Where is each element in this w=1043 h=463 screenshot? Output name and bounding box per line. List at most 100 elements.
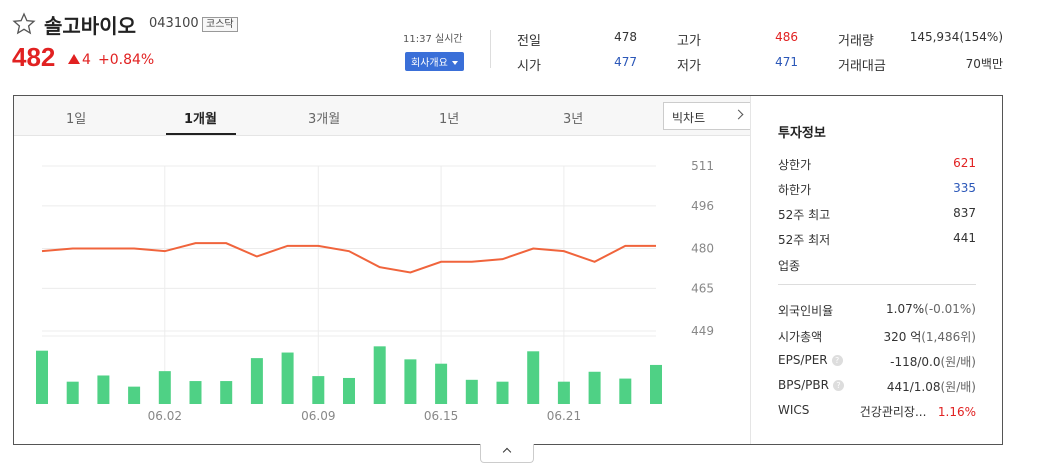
info-label: 52주 최고 <box>778 208 831 222</box>
up-arrow-icon <box>68 54 80 64</box>
bps-pbr-value: 441/1.08 <box>886 380 941 394</box>
chart-panel: 1일 1개월 3개월 1년 3년 빅차트 449 465 480 496 511 06.0… <box>13 95 1003 445</box>
volume-bar <box>465 379 478 404</box>
bps-pbr-row: BPS/PBR? 441/1.08(원/배) <box>778 378 976 394</box>
eps-per-label: EPS/PER <box>778 353 828 367</box>
volume-bar <box>619 378 632 404</box>
info-label: 52주 최저 <box>778 233 831 247</box>
realtime-label: 11:37 실시간 <box>403 34 463 45</box>
volume-bar <box>496 381 509 404</box>
volume-bar <box>312 376 325 404</box>
info-row: 상한가 621 <box>778 156 976 172</box>
volume-bar <box>281 352 294 404</box>
open-value: 477 <box>614 55 637 69</box>
volume-bar <box>66 381 79 404</box>
market-cap-value: 320 <box>883 330 907 344</box>
panel-divider <box>750 96 751 444</box>
bps-pbr-label: BPS/PBR <box>778 378 829 392</box>
tab-1month[interactable]: 1개월 <box>184 112 217 127</box>
caret-down-icon <box>451 61 458 65</box>
foreign-ratio-row: 외국인비율 1.07%(-0.01%) <box>778 302 976 318</box>
y-tick-label: 480 <box>691 242 714 256</box>
info-row: 52주 최고 837 <box>778 206 976 222</box>
volume-bar <box>650 364 662 404</box>
volume-bar <box>527 351 540 404</box>
high-label: 고가 <box>677 34 701 49</box>
info-value: 441 <box>953 231 976 245</box>
bigchart-button[interactable]: 빅차트 <box>663 102 751 130</box>
foreign-ratio-change: (-0.01%) <box>924 302 976 316</box>
stock-code: 043100 <box>149 16 199 31</box>
header-divider <box>490 30 491 68</box>
active-tab-indicator <box>166 133 236 135</box>
help-icon[interactable]: ? <box>832 380 844 391</box>
wics-value[interactable]: 건강관리장... <box>859 405 927 419</box>
price-line <box>41 242 656 274</box>
volume-bar <box>588 371 601 404</box>
low-label: 저가 <box>677 59 701 74</box>
volume-bar <box>435 363 448 404</box>
tab-3month[interactable]: 3개월 <box>308 112 341 127</box>
volume-bar <box>557 381 570 404</box>
company-overview-button[interactable]: 회사개요 <box>405 52 464 71</box>
tab-3year[interactable]: 3년 <box>563 112 584 127</box>
wics-row: WICS 건강관리장... 1.16% <box>778 403 976 419</box>
volume-bar <box>158 371 171 404</box>
open-label: 시가 <box>517 59 541 74</box>
amount-value: 70백만 <box>965 57 1003 71</box>
volume-value: 145,934(154%) <box>909 30 1003 44</box>
foreign-ratio-label: 외국인비율 <box>778 304 834 318</box>
info-row: 업종 <box>778 257 976 273</box>
eps-per-row: EPS/PER? -118/0.0(원/배) <box>778 353 976 369</box>
info-label: 하한가 <box>778 183 812 197</box>
chevron-up-icon <box>502 447 512 457</box>
high-value: 486 <box>775 30 798 44</box>
volume-bar <box>373 346 386 404</box>
volume-bar <box>220 381 233 404</box>
volume-bar <box>189 381 202 404</box>
market-cap-label: 시가총액 <box>778 330 823 344</box>
chevron-right-icon <box>733 109 744 120</box>
amount-label: 거래대금 <box>838 59 886 74</box>
x-tick-label: 06.15 <box>424 409 458 423</box>
info-value: 335 <box>953 181 976 195</box>
y-tick-label: 465 <box>691 281 714 295</box>
volume-bar <box>128 386 141 404</box>
volume-bar <box>404 359 417 404</box>
invest-info-title: 투자정보 <box>778 126 826 141</box>
prev-close-label: 전일 <box>517 34 541 49</box>
info-value: 837 <box>953 206 976 220</box>
market-cap-rank: (1,486위) <box>921 330 976 344</box>
tab-1year[interactable]: 1년 <box>439 112 460 127</box>
tab-1day[interactable]: 1일 <box>66 112 87 127</box>
stock-name: 솔고바이오 <box>44 14 136 38</box>
y-tick-label: 496 <box>691 199 714 213</box>
x-tick-label: 06.09 <box>301 409 335 423</box>
market-badge: 코스닥 <box>202 17 238 32</box>
wics-label: WICS <box>778 403 810 417</box>
eps-per-unit: (원/배) <box>940 355 977 369</box>
x-tick-label: 06.21 <box>547 409 581 423</box>
low-value: 471 <box>775 55 798 69</box>
info-row: 하한가 335 <box>778 181 976 197</box>
eps-per-value: -118/0.0 <box>890 355 941 369</box>
price-chart: 449 465 480 496 511 06.02 06.09 06.15 06.21 <box>36 159 714 423</box>
volume-bar <box>36 350 48 404</box>
info-row: 52주 최저 441 <box>778 231 976 247</box>
wics-pct: 1.16% <box>937 405 976 419</box>
collapse-button[interactable] <box>480 444 534 463</box>
favorite-star-icon[interactable] <box>12 12 36 36</box>
info-label: 상한가 <box>778 158 812 172</box>
prev-close-value: 478 <box>614 30 637 44</box>
foreign-ratio-value: 1.07% <box>886 302 925 316</box>
y-tick-label: 449 <box>691 324 714 338</box>
x-tick-label: 06.02 <box>148 409 182 423</box>
help-icon[interactable]: ? <box>831 355 843 366</box>
info-divider <box>778 284 976 285</box>
period-tabs: 1일 1개월 3개월 1년 3년 빅차트 <box>14 96 751 136</box>
price-change-pct: +0.84% <box>98 52 155 68</box>
volume-bar <box>250 358 263 404</box>
info-label: 업종 <box>778 259 801 273</box>
volume-bar <box>97 375 110 404</box>
volume-label: 거래량 <box>838 34 874 49</box>
